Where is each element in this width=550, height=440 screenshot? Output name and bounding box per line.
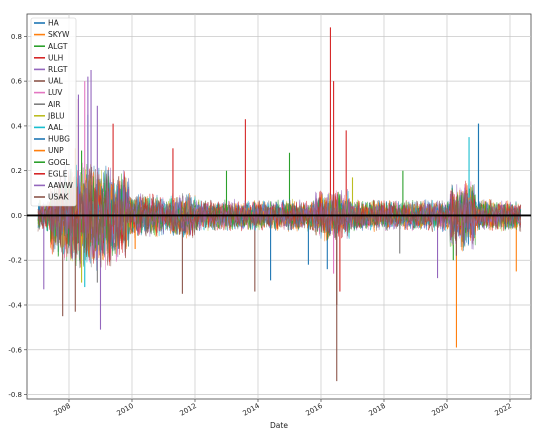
x-tick-label: 2018 [368,402,387,418]
y-tick-label: 0.6 [11,78,23,86]
series-trace [37,166,522,268]
y-tick-label: -0.8 [8,391,22,399]
y-tick-label: -0.4 [8,301,22,309]
legend-label: USAK [48,193,70,202]
x-tick-label: 2014 [242,402,262,418]
y-axis: 0.8 0.6 0.4 0.2 0.0 -0.2 -0.4 -0.6 -0.8 [8,33,27,399]
x-tick-label: 2020 [431,402,450,418]
series-usak [37,166,522,312]
x-tick-label: 2012 [179,402,198,418]
x-tick-label: 2010 [116,402,135,418]
legend-box [30,17,77,207]
series-aaww [37,76,522,270]
x-axis-label: Date [270,421,288,430]
legend-label: AAWW [48,181,73,190]
x-tick-label: 2022 [494,402,513,418]
y-tick-label: 0.8 [11,33,22,41]
legend-label: AIR [48,100,61,109]
legend-label: HA [48,19,60,28]
legend-label: LUV [48,88,63,97]
y-tick-label: 0.0 [11,212,22,220]
legend-items: HA SKYW ALGT ULH RLGT UAL LUV AIR JBLU AAL HUBG UNP… [34,19,73,202]
y-tick-label: -0.6 [8,346,22,354]
legend-label: RLGT [48,65,68,74]
y-tick-label: 0.4 [11,122,23,130]
y-tick-label: -0.2 [8,257,22,265]
legend-label: EGLE [48,169,68,178]
legend-label: SKYW [48,30,70,39]
x-tick-label: 2008 [53,402,72,418]
y-tick-label: 0.2 [11,167,22,175]
legend-label: ULH [48,53,63,62]
legend-label: JBLU [47,111,65,120]
legend: HA SKYW ALGT ULH RLGT UAL LUV AIR JBLU AAL HUBG UNP… [30,17,77,207]
legend-label: UNP [48,146,64,155]
x-tick-label: 2016 [305,402,325,418]
legend-label: UAL [48,77,64,86]
series-trace [37,167,522,270]
series-layer [37,27,522,382]
legend-label: ALGT [48,42,68,51]
legend-label: GOGL [48,158,71,167]
x-axis: 2008 2010 2012 2014 2016 2018 2020 2022 [53,399,513,418]
legend-label: HUBG [48,135,70,144]
legend-label: AAL [48,123,63,132]
